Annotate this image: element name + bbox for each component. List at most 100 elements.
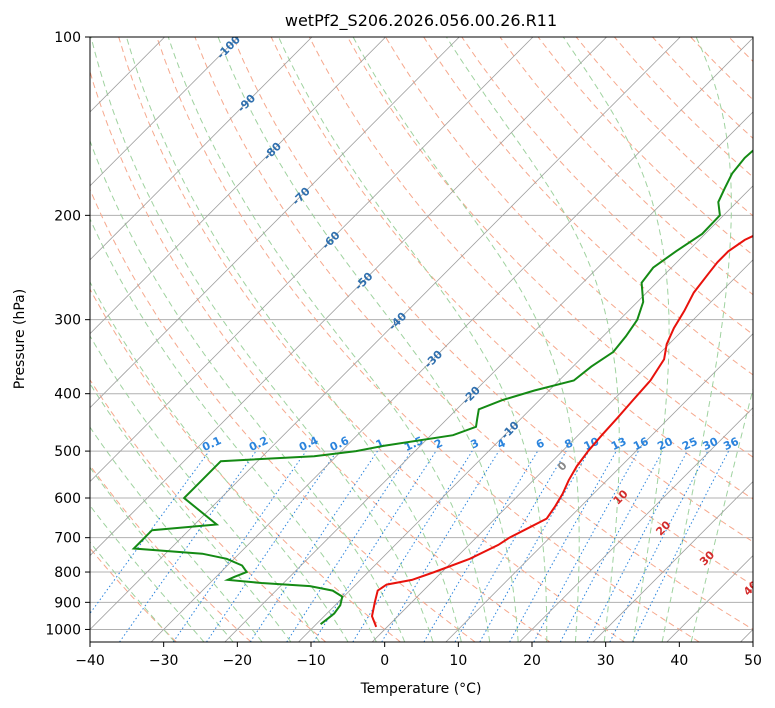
moist-adiabat [90, 426, 263, 642]
mixing-ratio-line [206, 450, 338, 642]
chart-title: wetPf2_S206.2026.056.00.26.R11 [285, 11, 557, 31]
y-tick-label: 400 [54, 387, 81, 403]
isotherm [90, 37, 239, 187]
y-tick-label: 1000 [45, 622, 81, 638]
y-axis-title: Pressure (hPa) [12, 289, 28, 389]
mixing-ratio-label: 20 [655, 435, 675, 453]
mixing-ratio-label: 1 [374, 436, 386, 451]
mixing-ratio-label: 25 [680, 435, 699, 453]
grid-layer [90, 37, 753, 630]
moist-adiabat [90, 217, 377, 642]
isotherm [90, 37, 607, 557]
series-layer [131, 149, 753, 628]
mixing-ratio-line [586, 450, 688, 642]
moist-adiabat [167, 37, 491, 642]
isotherm-label: -90 [235, 91, 258, 114]
dry-adiabat [118, 37, 625, 642]
isotherm-label: -20 [460, 383, 483, 406]
isotherm-label: -50 [352, 269, 375, 292]
dry-adiabat [90, 69, 551, 642]
mixing-ratio-line [509, 450, 617, 642]
dry-adiabat [614, 37, 753, 178]
moist-adiabat [90, 37, 434, 642]
isotherm-label: -80 [261, 139, 284, 162]
dry-adiabat [499, 37, 753, 296]
isotherm-label: 10 [611, 487, 631, 507]
dry-adiabat [90, 378, 327, 642]
mixing-ratio-line [381, 450, 500, 642]
isotherm [90, 37, 681, 631]
isotherm [371, 259, 753, 642]
mixing-ratio-line [632, 450, 730, 642]
plot-frame [89, 36, 754, 643]
x-tick-label: 10 [449, 653, 467, 669]
dry-adiabat [767, 37, 775, 642]
isotherm-label: -60 [319, 228, 342, 251]
mixing-ratio-line [533, 450, 639, 642]
dry-adiabat [423, 37, 753, 376]
y-tick-label: 100 [54, 30, 81, 46]
dry-adiabat [308, 37, 753, 500]
x-tick-label: 40 [670, 653, 688, 669]
isotherms [90, 37, 753, 642]
moist-adiabat [126, 37, 462, 642]
moist-adiabats [90, 37, 753, 642]
mixing-ratio-line [249, 450, 378, 642]
x-tick-label: 20 [523, 653, 541, 669]
dry-adiabat [385, 37, 753, 417]
moist-adiabat [217, 37, 519, 642]
moist-adiabat [278, 37, 548, 642]
y-tick-label: 700 [54, 531, 81, 547]
dry-adiabat [194, 37, 753, 630]
dry-adiabat [652, 37, 753, 139]
isotherm [90, 37, 386, 335]
isotherm-label: -70 [290, 184, 313, 207]
isotherm-label: 0 [555, 459, 570, 474]
y-tick-label: 300 [54, 313, 81, 329]
mixing-ratio-line [352, 450, 473, 642]
x-tick-label: −30 [149, 653, 179, 669]
dewpoint-line [131, 149, 753, 625]
moist-adiabat [661, 37, 732, 642]
isotherm [90, 37, 460, 409]
isotherm-label: -40 [386, 309, 409, 332]
moist-adiabat [445, 37, 620, 642]
isotherm-label: 40 [741, 578, 761, 598]
mixing-ratio-label: 16 [631, 435, 651, 453]
isotherm [90, 37, 313, 261]
x-tick-label: −40 [75, 653, 105, 669]
dry-adiabat [690, 37, 753, 101]
dry-adiabat [270, 37, 753, 543]
isotherm [298, 185, 753, 642]
mixing-ratio-line [172, 450, 307, 642]
y-tick-label: 200 [54, 208, 81, 224]
dry-adiabat [90, 188, 476, 642]
mixing-ratio-label: 30 [701, 435, 721, 453]
mixing-ratio-label: 10 [582, 435, 602, 453]
isotherm [150, 37, 753, 642]
mixing-ratio-label: 3 [469, 436, 481, 451]
x-tick-label: −10 [296, 653, 326, 669]
mixing-ratio-lines [90, 450, 730, 642]
moist-adiabat [90, 139, 406, 642]
mixing-ratio-label: 13 [609, 435, 628, 453]
mixing-ratio-line [313, 450, 437, 642]
mixing-ratio-line [423, 450, 539, 642]
isotherm [740, 628, 753, 642]
moist-adiabat [690, 386, 753, 642]
isopleth-labels: 0.1 0.2 0.4 0.6 1 1.5 2 3 4 6 8 10 13 16 20 25 30 36-100-… [200, 37, 761, 598]
isotherm [519, 407, 753, 642]
mixing-ratio-line [559, 450, 664, 642]
plot-area: 0.1 0.2 0.4 0.6 1 1.5 2 3 4 6 8 10 13 16 20 25 30 36-100-… [90, 37, 775, 642]
dry-adiabat [728, 37, 753, 63]
moist-adiabat [90, 335, 320, 642]
dry-adiabat [232, 37, 753, 586]
moist-adiabat [352, 37, 580, 642]
isotherm [90, 37, 534, 483]
mixing-ratio-line [286, 450, 412, 642]
dry-adiabat [575, 37, 753, 217]
isotherm-label: 20 [653, 518, 673, 538]
isotherm [445, 333, 753, 642]
x-tick-label: 30 [597, 653, 615, 669]
